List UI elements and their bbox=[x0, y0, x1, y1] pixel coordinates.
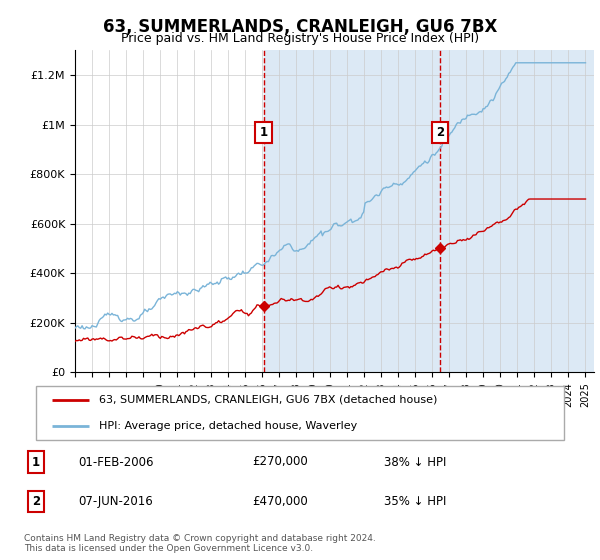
Text: Price paid vs. HM Land Registry's House Price Index (HPI): Price paid vs. HM Land Registry's House … bbox=[121, 32, 479, 45]
FancyBboxPatch shape bbox=[36, 386, 564, 440]
Text: £270,000: £270,000 bbox=[252, 455, 308, 469]
Bar bbox=[263, 50, 440, 372]
Text: 2: 2 bbox=[32, 494, 40, 508]
Text: HPI: Average price, detached house, Waverley: HPI: Average price, detached house, Wave… bbox=[100, 421, 358, 431]
Text: 63, SUMMERLANDS, CRANLEIGH, GU6 7BX: 63, SUMMERLANDS, CRANLEIGH, GU6 7BX bbox=[103, 18, 497, 36]
Text: 1: 1 bbox=[259, 125, 268, 139]
Text: 38% ↓ HPI: 38% ↓ HPI bbox=[384, 455, 446, 469]
Text: 07-JUN-2016: 07-JUN-2016 bbox=[78, 494, 153, 508]
Text: 1: 1 bbox=[32, 455, 40, 469]
Text: 2: 2 bbox=[436, 125, 444, 139]
Bar bbox=[440, 50, 594, 372]
Text: 35% ↓ HPI: 35% ↓ HPI bbox=[384, 494, 446, 508]
Text: Contains HM Land Registry data © Crown copyright and database right 2024.
This d: Contains HM Land Registry data © Crown c… bbox=[24, 534, 376, 553]
Text: £470,000: £470,000 bbox=[252, 494, 308, 508]
Text: 01-FEB-2006: 01-FEB-2006 bbox=[78, 455, 154, 469]
Text: 63, SUMMERLANDS, CRANLEIGH, GU6 7BX (detached house): 63, SUMMERLANDS, CRANLEIGH, GU6 7BX (det… bbox=[100, 395, 438, 405]
